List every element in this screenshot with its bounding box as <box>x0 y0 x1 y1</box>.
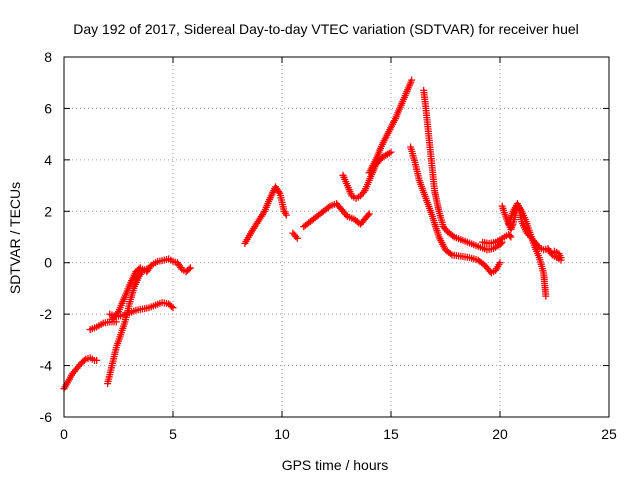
axis-ticks: 0 5 10 15 20 25 -6 -4 -2 0 2 4 6 8 <box>40 49 617 442</box>
data-point <box>557 254 565 262</box>
y-axis-label: SDTVAR / TECUs <box>7 182 23 294</box>
data-point <box>186 264 194 272</box>
data-point <box>168 302 175 310</box>
x-tick-label: 25 <box>601 426 617 442</box>
data-point <box>169 304 177 312</box>
x-tick-label: 20 <box>492 426 508 442</box>
data-point <box>507 233 515 241</box>
data-point <box>93 356 101 364</box>
x-axis-label: GPS time / hours <box>282 457 389 473</box>
x-tick-label: 15 <box>383 426 399 442</box>
chart-title: Day 192 of 2017, Sidereal Day-to-day VTE… <box>73 21 579 37</box>
data-point <box>185 265 193 273</box>
data-point <box>542 292 550 300</box>
data-point <box>449 232 457 240</box>
data-point <box>408 76 416 84</box>
data-points <box>60 76 565 393</box>
x-tick-label: 0 <box>60 426 68 442</box>
y-tick-label: -2 <box>40 306 53 322</box>
y-tick-label: -4 <box>40 358 53 374</box>
y-tick-label: -6 <box>40 409 53 425</box>
data-point <box>365 210 373 218</box>
data-point <box>387 148 395 156</box>
x-tick-label: 10 <box>274 426 290 442</box>
data-point <box>446 250 454 258</box>
data-point <box>113 309 121 317</box>
data-point <box>506 232 514 240</box>
y-tick-label: 2 <box>44 203 52 219</box>
y-tick-label: 0 <box>44 255 52 271</box>
y-tick-label: 8 <box>44 49 52 65</box>
data-point <box>293 234 301 242</box>
y-tick-label: 4 <box>44 152 52 168</box>
data-point <box>496 259 504 267</box>
data-point <box>80 356 88 364</box>
data-point <box>364 211 372 219</box>
y-tick-label: 6 <box>44 100 52 116</box>
data-point <box>282 211 290 219</box>
data-point <box>275 188 283 196</box>
plot-frame <box>63 56 610 418</box>
grid-lines <box>64 57 609 417</box>
x-tick-label: 5 <box>169 426 177 442</box>
